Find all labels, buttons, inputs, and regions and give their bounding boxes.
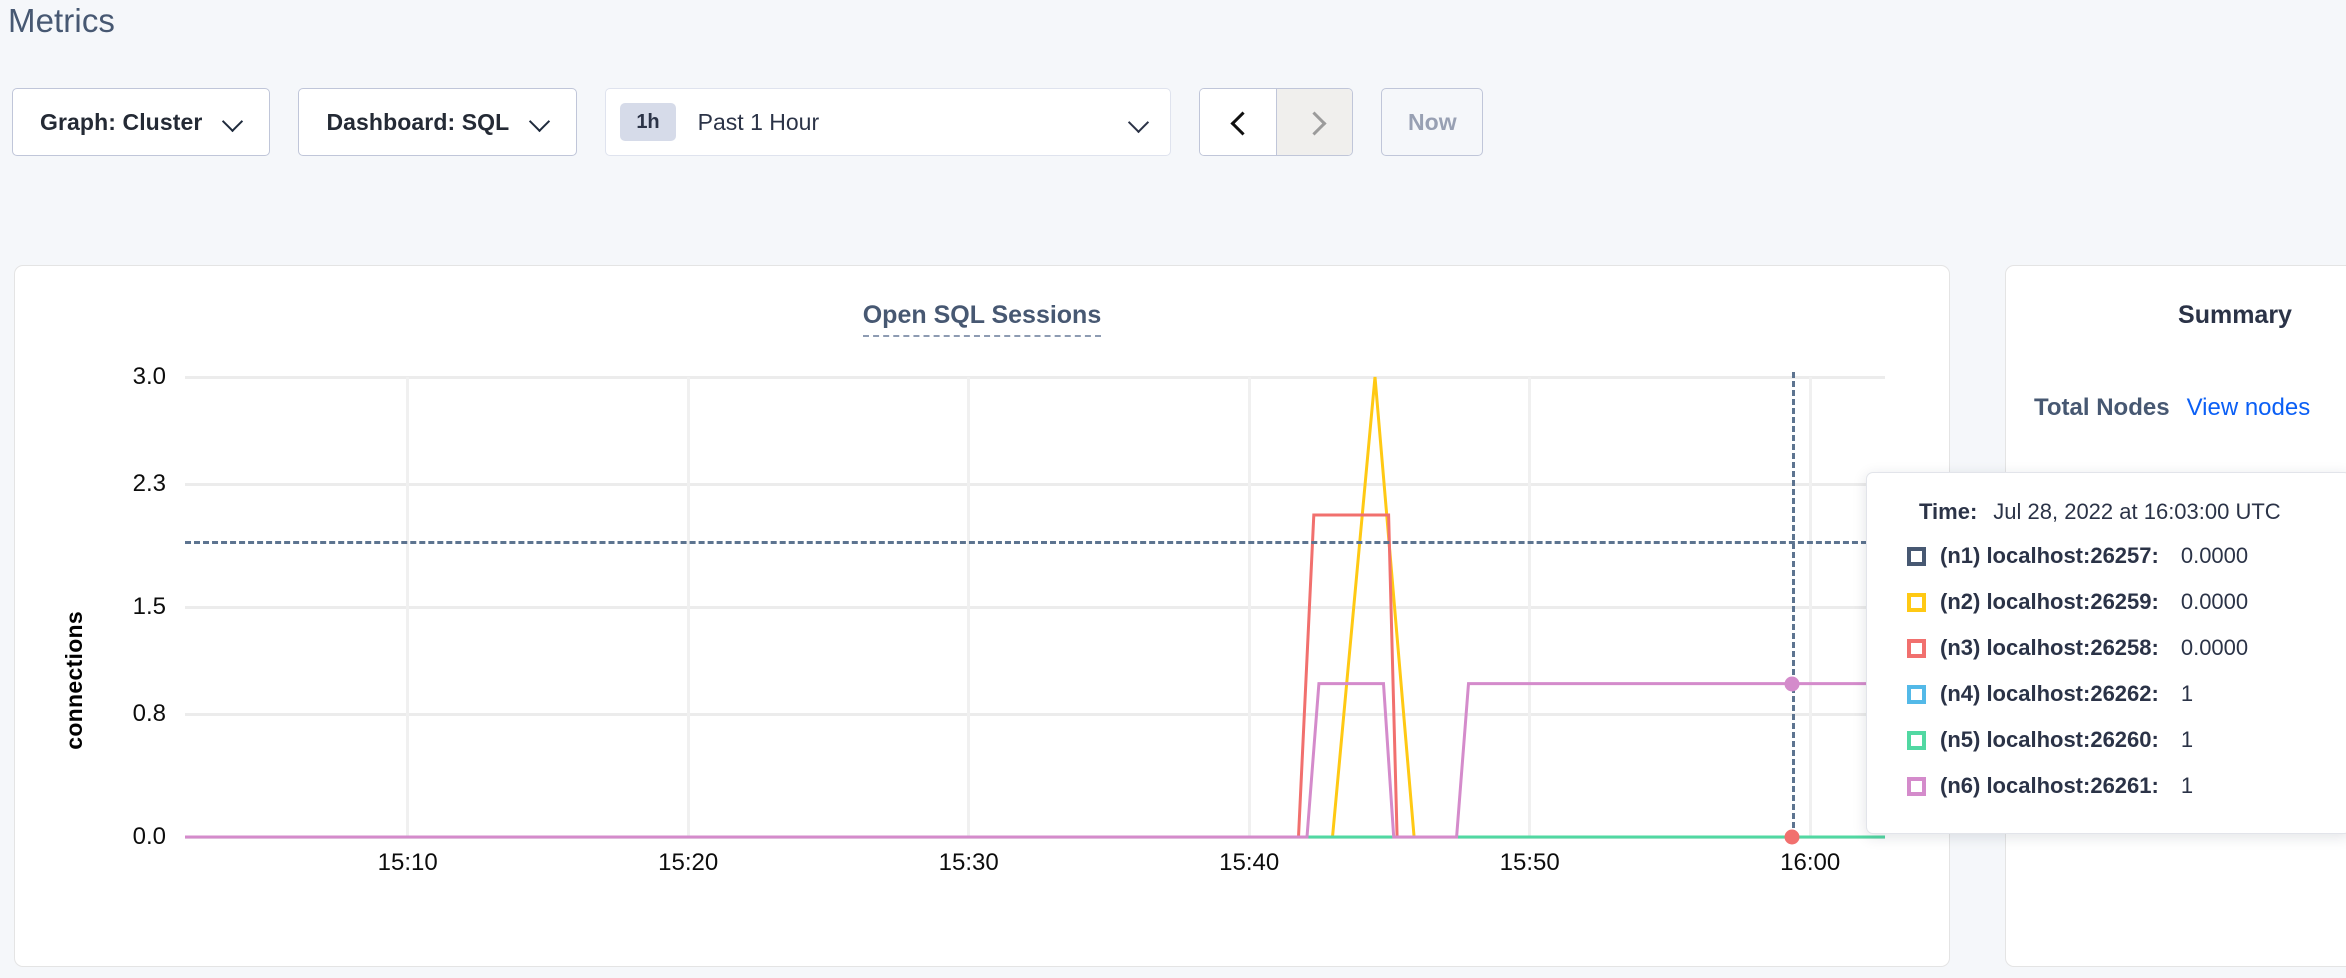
open-sql-sessions-chart-card: Open SQL Sessions connections 0.0 0.8 1.5 2… [14,265,1950,967]
y-axis-tick-label: 1.5 [132,593,166,620]
dashboard-select-label: Dashboard: SQL [326,108,510,135]
y-axis-tick-label: 0.0 [132,823,166,850]
y-gridline [185,712,1885,716]
x-gridline [1808,377,1812,837]
y-gridline [185,482,1885,486]
chart-line-series [185,682,1885,839]
summary-title: Summary [2178,301,2292,329]
dashboard-select[interactable]: Dashboard: SQL [298,88,578,156]
x-axis-tick-label: 15:10 [377,849,438,876]
y-axis-tick-label: 2.3 [132,470,166,498]
series-color-swatch-icon [1907,592,1926,612]
graph-select[interactable]: Graph: Cluster [12,88,271,156]
tooltip-series-value: 1 [2180,681,2194,706]
graph-select-label: Graph: Cluster [40,108,203,135]
series-color-swatch-icon [1907,546,1926,566]
toolbar: Graph: Cluster Dashboard: SQL 1h Past 1 … [12,88,1484,156]
chevron-down-icon [1130,114,1148,132]
tooltip-series-name: (n2) localhost:26259: [1940,589,2159,614]
chevron-down-icon [531,113,549,131]
time-nav-group [1199,88,1354,156]
tooltip-series-name: (n5) localhost:26260: [1940,727,2159,752]
series-color-swatch-icon [1907,638,1926,658]
chart-series-layer [185,376,1885,839]
x-gridline [686,377,690,837]
tooltip-series-value: 0.0000 [2180,589,2249,614]
tooltip-series-value: 0.0000 [2180,543,2249,568]
x-axis-tick-label: 16:00 [1780,849,1841,876]
time-range-select[interactable]: 1h Past 1 Hour [605,88,1172,156]
total-nodes-row: Total Nodes View nodes [2034,394,2310,422]
x-axis-tick-label: 15:20 [658,849,719,876]
tooltip-series-value: 1 [2180,773,2194,798]
x-gridline [1247,377,1251,837]
tooltip-series-name: (n4) localhost:26262: [1940,681,2159,706]
tooltip-series-row: (n4) localhost:26262: 1 [1867,671,2346,717]
tooltip-series-name: (n1) localhost:26257: [1940,543,2159,568]
tooltip-series-row: (n2) localhost:26259: 0.0000 [1867,579,2346,625]
series-color-swatch-icon [1907,776,1926,796]
tooltip-time-label: Time: [1919,499,1978,524]
next-range-button[interactable] [1276,89,1353,155]
x-gridline [406,377,410,837]
chevron-left-icon [1230,114,1247,131]
chart-title: Open SQL Sessions [15,301,1949,337]
chart-hover-marker [1784,829,1799,845]
x-axis-tick-label: 15:30 [938,849,999,876]
now-button[interactable]: Now [1381,88,1484,156]
chevron-down-icon [224,113,242,131]
page-title: Metrics [8,2,116,39]
series-color-swatch-icon [1907,730,1926,750]
y-axis-tick-label: 0.8 [132,700,166,728]
y-axis-tick-label: 3.0 [132,363,166,390]
tooltip-series-name: (n3) localhost:26258: [1940,635,2159,660]
chevron-right-icon [1306,114,1323,131]
x-gridline [967,377,971,837]
chart-hover-marker [1784,676,1799,692]
chart-title-text: Open SQL Sessions [862,301,1102,337]
tooltip-series-value: 1 [2180,727,2194,752]
chart-line-series [185,513,1885,839]
tooltip-series-list: (n1) localhost:26257: 0.0000 (n2) localhos… [1867,533,2346,809]
tooltip-series-row: (n5) localhost:26260: 1 [1867,717,2346,763]
tooltip-time-value: Jul 28, 2022 at 16:03:00 UTC [1993,499,2281,524]
time-range-label: Past 1 Hour [697,108,820,135]
view-nodes-link[interactable]: View nodes [2186,394,2311,421]
y-gridline [185,375,1885,379]
chart-hover-tooltip: Time: Jul 28, 2022 at 16:03:00 UTC (n1) … [1866,472,2346,834]
time-range-badge: 1h [620,103,676,141]
tooltip-series-value: 0.0000 [2180,635,2249,660]
y-axis-title: connections [61,611,87,750]
x-gridline [1528,377,1532,837]
cursor-crosshair-line [1791,372,1795,837]
tooltip-time-row: Time: Jul 28, 2022 at 16:03:00 UTC [1867,499,2346,533]
x-axis-tick-label: 15:40 [1219,849,1280,876]
reference-line [185,541,1885,545]
y-gridline [185,605,1885,609]
tooltip-series-row: (n6) localhost:26261: 1 [1867,763,2346,809]
total-nodes-label: Total Nodes [2034,394,2170,421]
prev-range-button[interactable] [1200,89,1277,155]
chart-plot-area[interactable]: 0.0 0.8 1.5 2.3 3.0 15:10 15:20 15:30 15:40 15:50… [133,363,1885,876]
x-axis-tick-label: 15:50 [1499,849,1560,876]
series-color-swatch-icon [1907,684,1926,704]
tooltip-series-name: (n6) localhost:26261: [1940,773,2159,798]
tooltip-series-row: (n1) localhost:26257: 0.0000 [1867,533,2346,579]
chart-line-series [185,376,1885,839]
tooltip-series-row: (n3) localhost:26258: 0.0000 [1867,625,2346,671]
